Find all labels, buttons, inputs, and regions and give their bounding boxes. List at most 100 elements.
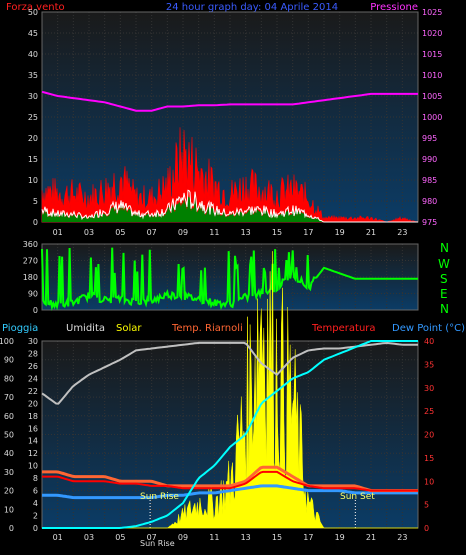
temp-ytick-35: 35 [424,360,434,369]
humidity-ytick-70: 70 [4,393,14,402]
humidity-ytick-10: 10 [4,505,14,514]
wind-direction-series [41,247,418,312]
wind-ytick-45: 45 [28,29,38,38]
p1-xtick-13: 13 [241,228,251,237]
wind-ytick-30: 30 [28,92,38,101]
mid-ytick-24: 24 [28,374,38,383]
mid-ytick-6: 6 [33,487,38,496]
wind-pressure-panel: 0510152025303540455097598098599099510001… [28,8,443,237]
legend-humidity: Umidita [66,323,105,334]
p1-xtick-09: 09 [178,228,188,237]
sunset-annotation: Sun Set [340,492,375,502]
wind-ytick-35: 35 [28,71,38,80]
humidity-ytick-60: 60 [4,412,14,421]
p1-xtick-17: 17 [303,228,313,237]
mid-ytick-2: 2 [33,512,38,521]
legend-dew: Dew Point (°C) [392,323,465,334]
temp-ytick-25: 25 [424,407,434,416]
p1-xtick-19: 19 [335,228,345,237]
direction-ytick-90: 90 [28,290,38,299]
rain-series [42,340,418,529]
p3-xtick-07: 07 [147,533,157,542]
humidity-ytick-50: 50 [4,431,14,440]
pressure-ytick-975: 975 [422,218,437,227]
wind-speed-label: Forza vento [6,2,65,13]
p1-xtick-21: 21 [366,228,376,237]
bottom-sunrise-label: Sun Rise [140,539,175,548]
dewpoint-series [42,484,418,500]
direction-ytick-360: 360 [23,240,38,249]
p1-xtick-07: 07 [147,228,157,237]
wind-ytick-10: 10 [28,176,38,185]
p3-xtick-21: 21 [366,533,376,542]
mid-ytick-30: 30 [28,337,38,346]
pressure-ytick-985: 985 [422,176,437,185]
p3-xtick-19: 19 [335,533,345,542]
mid-ytick-20: 20 [28,399,38,408]
wind-ytick-20: 20 [28,134,38,143]
legend-rain: Pioggia [2,323,38,334]
wind-ytick-0: 0 [33,218,38,227]
humidity-ytick-90: 90 [4,356,14,365]
p3-xtick-01: 01 [53,533,63,542]
wind-green-series [42,196,418,222]
wind-direction-panel: 0 90 180 270 360 [23,240,419,315]
temp-ytick-15: 15 [424,454,434,463]
p1-xtick-15: 15 [272,228,282,237]
temp-ytick-40: 40 [424,337,434,346]
pressure-ytick-1015: 1015 [422,50,442,59]
direction-ytick-270: 270 [23,257,38,266]
p3-xtick-11: 11 [209,533,219,542]
humidity-ytick-20: 20 [4,487,14,496]
temperature-series [42,470,418,492]
p3-xtick-05: 05 [115,533,125,542]
legend: Pioggia Umidita Solar Temp. Riarnoli Tem… [2,323,465,334]
mid-ytick-18: 18 [28,412,38,421]
pressure-ytick-980: 980 [422,197,437,206]
pressure-ytick-1000: 1000 [422,113,442,122]
mid-ytick-8: 8 [33,474,38,483]
humidity-ytick-80: 80 [4,374,14,383]
compass-labels: N W S E N [438,241,450,316]
pressure-ytick-1025: 1025 [422,8,442,17]
pressure-ytick-1010: 1010 [422,71,442,80]
wind-ytick-25: 25 [28,113,38,122]
mid-ytick-14: 14 [28,437,38,446]
wind-ytick-5: 5 [33,197,38,206]
sunrise-annotation: Sun Rise [140,492,179,502]
chart-title: 24 hour graph day: 04 Aprile 2014 [166,2,338,13]
wind-avg-series [41,189,418,223]
direction-ytick-0: 0 [33,306,38,315]
temp-ytick-30: 30 [424,384,434,393]
wind-ytick-40: 40 [28,50,38,59]
temp-ytick-5: 5 [424,501,429,510]
p3-xtick-03: 03 [84,533,94,542]
pressure-ytick-990: 990 [422,155,437,164]
mid-ytick-12: 12 [28,449,38,458]
legend-temperature: Temperatura [311,323,376,334]
p1-xtick-23: 23 [397,228,407,237]
mid-ytick-4: 4 [33,499,38,508]
pressure-ytick-1020: 1020 [422,29,442,38]
temp-ytick-0: 0 [424,524,429,533]
humidity-ytick-40: 40 [4,449,14,458]
mid-ytick-26: 26 [28,362,38,371]
pressure-label: Pressione [370,2,418,13]
direction-ytick-180: 180 [23,273,38,282]
p1-xtick-11: 11 [209,228,219,237]
wind-ytick-15: 15 [28,155,38,164]
humidity-ytick-30: 30 [4,468,14,477]
compass-n-bottom: N [440,302,449,316]
p3-xtick-15: 15 [272,533,282,542]
mid-ytick-0: 0 [33,524,38,533]
pressure-ytick-1005: 1005 [422,92,442,101]
humidity-ytick-100: 100 [0,337,14,346]
mid-ytick-16: 16 [28,424,38,433]
pressure-series [41,90,418,112]
legend-solar: Solar [116,323,142,334]
mid-ytick-10: 10 [28,462,38,471]
wind-ytick-50: 50 [28,8,38,17]
heat-index-series [42,465,418,493]
compass-w: W [438,257,450,271]
